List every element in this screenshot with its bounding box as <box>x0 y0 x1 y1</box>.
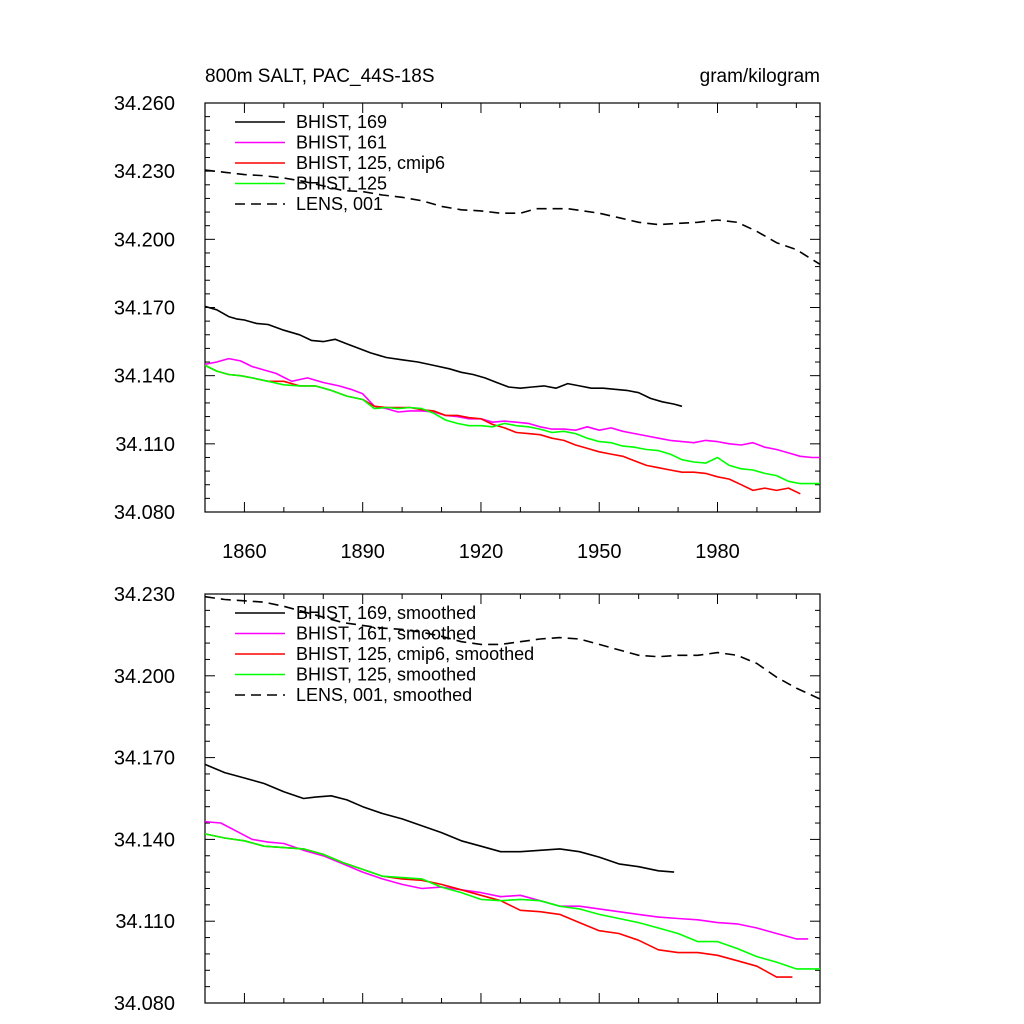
y-tick-label: 34.170 <box>114 748 175 770</box>
x-tick-label: 1950 <box>577 541 622 563</box>
legend-label: BHIST, 161, smoothed <box>296 624 476 644</box>
y-tick-label: 34.080 <box>114 502 175 524</box>
series-line-4 <box>204 364 820 485</box>
y-tick-label: 34.260 <box>114 93 175 115</box>
legend-label: BHIST, 125 <box>296 174 387 194</box>
x-tick-label: 1890 <box>340 541 385 563</box>
series-line-3 <box>204 833 793 978</box>
y-tick-label: 34.140 <box>114 366 175 388</box>
y-tick-label: 34.170 <box>114 298 175 320</box>
y-tick-label: 34.080 <box>114 993 175 1015</box>
x-tick-label: 1980 <box>695 541 740 563</box>
top-panel: 800m SALT, PAC_44S-18S gram/kilogram 34.… <box>114 66 821 563</box>
panel-title: 800m SALT, PAC_44S-18S <box>205 66 435 87</box>
y-tick-label: 34.110 <box>115 911 175 933</box>
legend-label: LENS, 001, smoothed <box>296 685 472 705</box>
x-tick-label: 1860 <box>222 541 267 563</box>
series-line-5 <box>204 595 821 700</box>
legend-label: BHIST, 125, smoothed <box>296 665 476 685</box>
legend-label: BHIST, 125, cmip6 <box>296 153 445 173</box>
y-tick-label: 34.230 <box>114 584 175 606</box>
y-tick-label: 34.140 <box>114 829 175 851</box>
series-line-1 <box>204 305 683 408</box>
legend-label: BHIST, 125, cmip6, smoothed <box>296 644 534 664</box>
legend-label: BHIST, 161 <box>296 133 387 153</box>
y-tick-label: 34.110 <box>115 434 175 456</box>
y-tick-label: 34.200 <box>114 666 175 688</box>
y-tick-label: 34.230 <box>114 161 175 183</box>
bottom-panel: 34.080 34.110 34.140 34.170 34.200 34.230 BHIS… <box>114 584 821 1015</box>
panel-units: gram/kilogram <box>700 66 820 87</box>
series-line-2 <box>204 357 820 459</box>
legend-label: BHIST, 169, smoothed <box>296 603 476 623</box>
series-line-1 <box>204 763 675 873</box>
plot-frame <box>204 593 821 1004</box>
legend-label: LENS, 001 <box>296 194 383 214</box>
x-tick-label: 1920 <box>459 541 504 563</box>
y-tick-label: 34.200 <box>114 229 175 251</box>
legend-label: BHIST, 169 <box>296 112 387 132</box>
series-line-4 <box>204 833 820 970</box>
series-line-2 <box>204 820 809 940</box>
